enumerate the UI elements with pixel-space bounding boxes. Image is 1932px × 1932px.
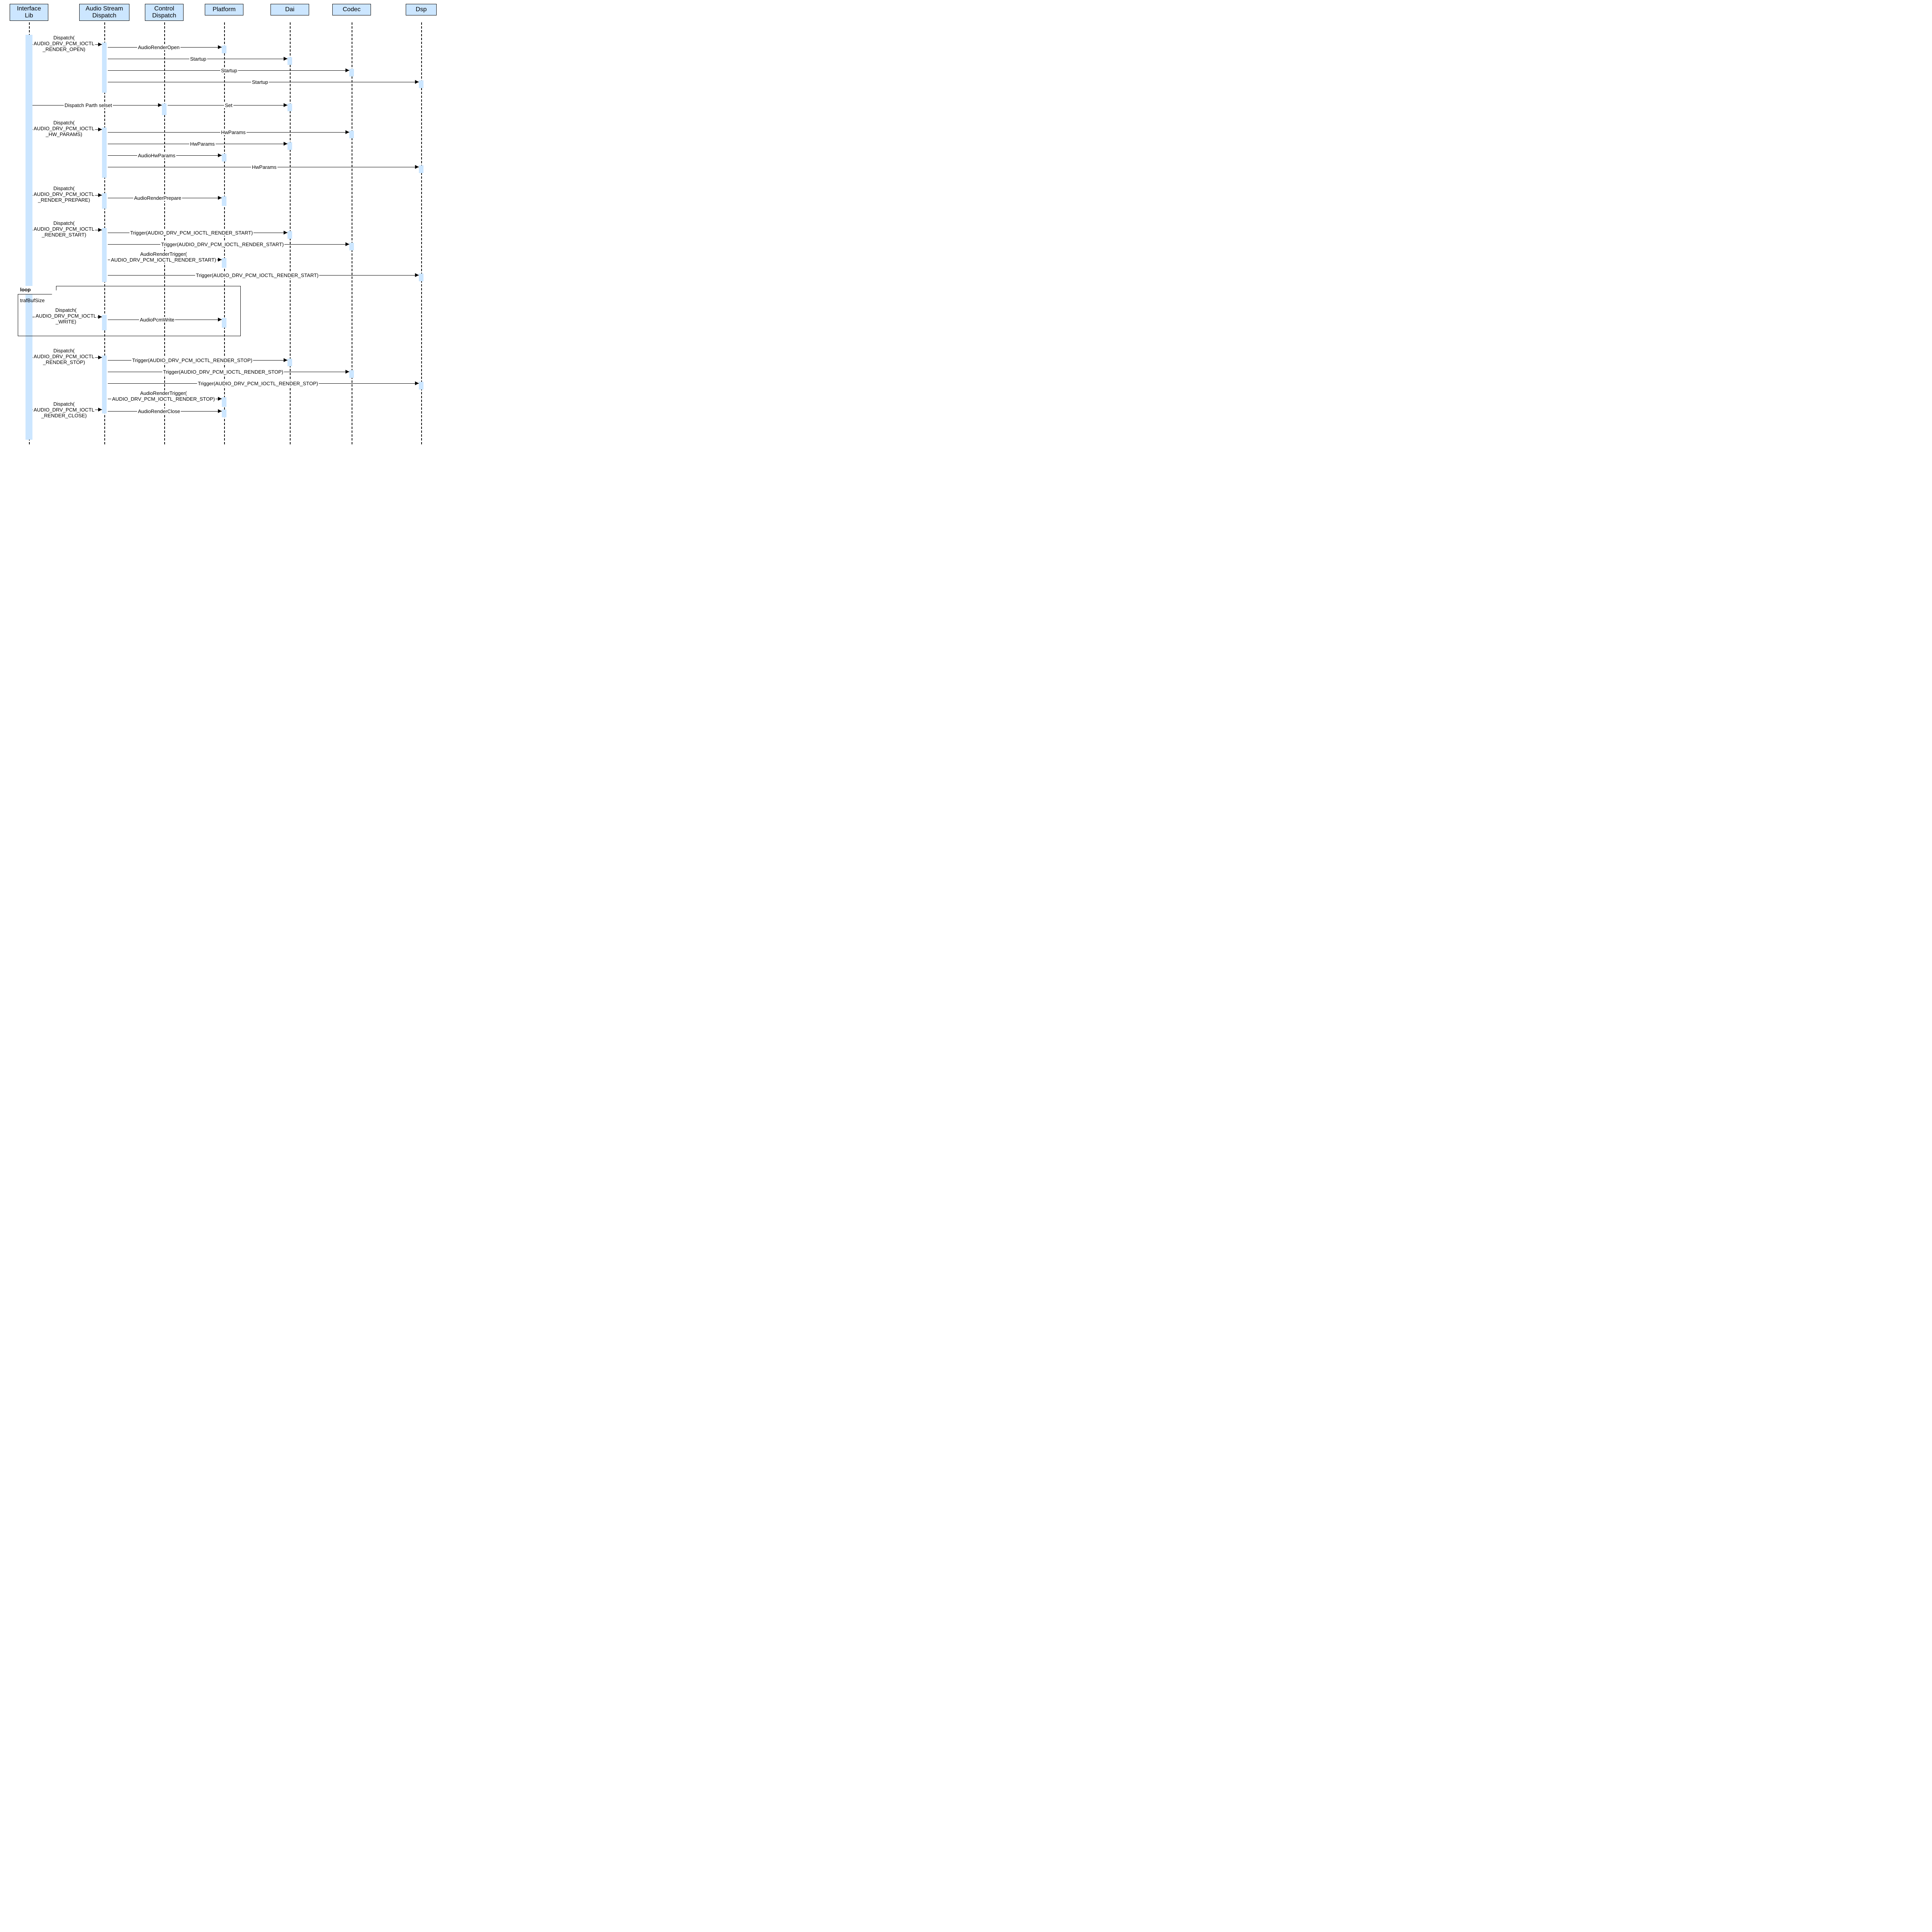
activation-codec-3: [349, 69, 354, 77]
message-label-3: Startup: [220, 68, 238, 73]
arrow-head-19: [98, 315, 102, 319]
message-label-21: Dispatch( AUDIO_DRV_PCM_IOCTL _RENDER_ST…: [33, 348, 95, 365]
arrow-head-24: [415, 381, 419, 385]
message-label-19: Dispatch( AUDIO_DRV_PCM_IOCTL _WRITE): [35, 307, 97, 325]
activation-main: [26, 35, 32, 440]
message-label-12: Dispatch( AUDIO_DRV_PCM_IOCTL _RENDER_PR…: [33, 185, 95, 203]
message-label-15: Trigger(AUDIO_DRV_PCM_IOCTL_RENDER_START…: [129, 230, 253, 236]
activation-codec-23: [349, 370, 354, 378]
activation-dsp-11: [419, 165, 423, 173]
participant-interface: Interface Lib: [10, 4, 48, 21]
activation-dsp-4: [419, 80, 423, 88]
activation-audiostream-7: [102, 128, 107, 178]
arrow-head-27: [218, 409, 222, 413]
arrow-head-23: [345, 370, 349, 374]
message-label-20: AudioPcmWrite: [139, 317, 175, 323]
arrow-head-7: [98, 128, 102, 131]
arrow-head-21: [98, 355, 102, 359]
message-label-27: AudioRenderClose: [137, 408, 181, 414]
activation-platform-1: [222, 46, 226, 53]
activation-dai-15: [287, 231, 292, 239]
activation-audiostream-12: [102, 193, 107, 209]
arrow-head-6: [284, 103, 287, 107]
activation-platform-26: [222, 410, 226, 417]
message-label-2: Startup: [189, 56, 207, 62]
activation-audiostream-21: [102, 355, 107, 413]
arrow-head-22: [284, 358, 287, 362]
message-label-6: Set: [224, 102, 233, 108]
arrow-head-26: [98, 408, 102, 412]
activation-audiostream-0: [102, 43, 107, 93]
activation-platform-17: [222, 258, 226, 268]
message-label-7: Dispatch( AUDIO_DRV_PCM_IOCTL _HW_PARAMS…: [33, 120, 95, 137]
arrow-head-25: [218, 397, 222, 401]
participant-dsp: Dsp: [406, 4, 437, 15]
message-label-5: Dispatch Parth selset: [64, 102, 113, 108]
arrow-head-14: [98, 228, 102, 232]
activation-platform-10: [222, 154, 226, 162]
arrow-head-11: [415, 165, 419, 169]
message-label-4: Startup: [251, 79, 269, 85]
arrow-head-5: [158, 103, 162, 107]
message-label-25: AudioRenderTrigger( AUDIO_DRV_PCM_IOCTL_…: [111, 390, 216, 402]
message-label-13: AudioRenderPrepare: [133, 195, 182, 201]
activation-codec-16: [349, 243, 354, 250]
participant-control: Control Dispatch: [145, 4, 184, 21]
participant-audiostream: Audio Stream Dispatch: [79, 4, 129, 21]
message-label-17: AudioRenderTrigger( AUDIO_DRV_PCM_IOCTL_…: [110, 251, 217, 263]
loop-condition: trafBufSize: [20, 298, 45, 303]
message-label-23: Trigger(AUDIO_DRV_PCM_IOCTL_RENDER_STOP): [162, 369, 284, 375]
arrow-head-2: [284, 57, 287, 61]
message-label-0: Dispatch( AUDIO_DRV_PCM_IOCTL _RENDER_OP…: [33, 35, 95, 52]
activation-control-5: [162, 104, 167, 115]
activation-dai-2: [287, 57, 292, 65]
arrow-head-4: [415, 80, 419, 84]
arrow-head-3: [345, 68, 349, 72]
arrow-head-10: [218, 153, 222, 157]
participant-dai: Dai: [270, 4, 309, 15]
arrow-head-18: [415, 273, 419, 277]
activation-dai-22: [287, 359, 292, 366]
arrow-head-16: [345, 242, 349, 246]
participant-platform: Platform: [205, 4, 243, 15]
activation-dsp-18: [419, 274, 423, 281]
arrow-head-13: [218, 196, 222, 200]
participant-codec: Codec: [332, 4, 371, 15]
arrow-head-0: [98, 43, 102, 46]
activation-dai-9: [287, 142, 292, 150]
activation-dai-6: [287, 104, 292, 111]
message-label-10: AudioHwParams: [137, 153, 176, 158]
arrow-head-9: [284, 142, 287, 146]
activation-platform-13: [222, 196, 226, 206]
arrow-head-17: [218, 258, 222, 262]
message-label-14: Dispatch( AUDIO_DRV_PCM_IOCTL _RENDER_ST…: [33, 220, 95, 238]
activation-codec-8: [349, 131, 354, 138]
activation-dsp-24: [419, 382, 423, 389]
activation-audiostream-14: [102, 228, 107, 282]
arrow-head-8: [345, 130, 349, 134]
arrow-head-20: [218, 318, 222, 321]
message-label-24: Trigger(AUDIO_DRV_PCM_IOCTL_RENDER_STOP): [197, 381, 319, 386]
message-label-18: Trigger(AUDIO_DRV_PCM_IOCTL_RENDER_START…: [195, 272, 319, 278]
message-label-9: HwParams: [189, 141, 216, 147]
sequence-diagram: Interface Lib Audio Stream Dispatch Contro…: [4, 4, 452, 444]
message-label-1: AudioRenderOpen: [137, 44, 180, 50]
arrow-head-12: [98, 193, 102, 197]
message-label-22: Trigger(AUDIO_DRV_PCM_IOCTL_RENDER_STOP): [131, 357, 253, 363]
message-label-8: HwParams: [220, 129, 247, 135]
activation-platform-25: [222, 397, 226, 407]
arrow-head-15: [284, 231, 287, 235]
message-label-26: Dispatch( AUDIO_DRV_PCM_IOCTL _RENDER_CL…: [33, 401, 95, 418]
message-label-11: HwParams: [251, 164, 277, 170]
arrow-head-1: [218, 45, 222, 49]
message-label-16: Trigger(AUDIO_DRV_PCM_IOCTL_RENDER_START…: [160, 242, 284, 247]
